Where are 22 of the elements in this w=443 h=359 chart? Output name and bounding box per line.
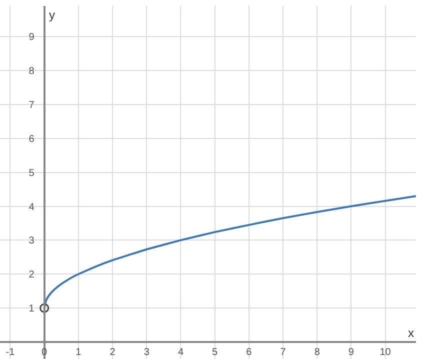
y-tick-label: 8 <box>28 66 35 77</box>
y-tick-label: 7 <box>28 100 35 111</box>
y-axis-title: y <box>49 8 55 22</box>
x-tick-label: -1 <box>6 347 16 358</box>
y-tick-label: 4 <box>28 202 35 213</box>
x-tick-label: 10 <box>380 347 392 358</box>
x-axis-title: x <box>408 326 414 340</box>
y-tick-label: 3 <box>28 236 35 247</box>
x-tick-label: 1 <box>76 347 82 358</box>
x-tick-label: 5 <box>212 347 218 358</box>
y-tick-label: 9 <box>28 32 35 44</box>
x-tick-label: 3 <box>144 347 150 358</box>
x-tick-label: 7 <box>280 347 286 358</box>
x-tick-label: 2 <box>110 347 116 358</box>
y-tick-label: 1 <box>28 304 35 315</box>
x-tick-label: 4 <box>178 347 184 358</box>
y-tick-label: 6 <box>28 134 35 145</box>
y-tick-label: 5 <box>28 168 35 179</box>
x-tick-label: 8 <box>314 347 320 358</box>
y-tick-label: 2 <box>28 270 35 281</box>
x-tick-label: 9 <box>348 347 354 358</box>
x-tick-label: 6 <box>246 347 252 358</box>
